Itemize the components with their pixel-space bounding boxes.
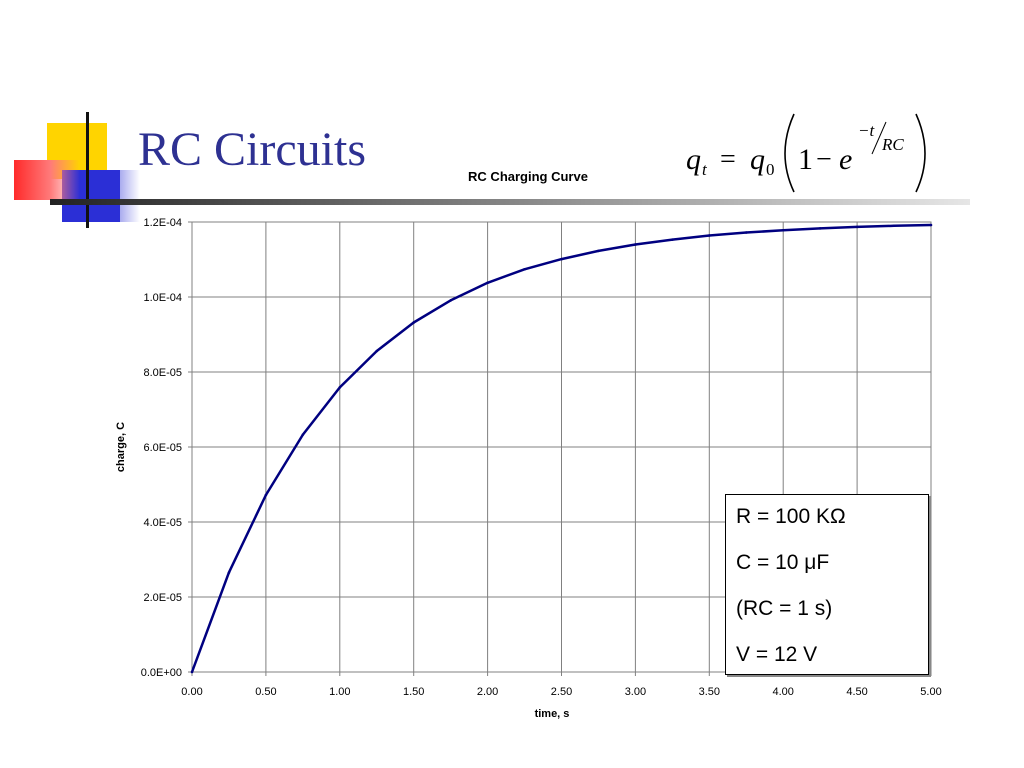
data-point — [338, 386, 342, 389]
y-tick-label: 6.0E-05 — [143, 442, 182, 454]
formula-q-t: q — [686, 143, 701, 176]
formula-exp-denominator: RC — [881, 135, 904, 154]
x-tick-label: 0.00 — [181, 686, 202, 698]
data-point — [412, 321, 416, 324]
data-point — [929, 223, 933, 227]
formula-exp-numerator: −t — [858, 121, 875, 140]
y-tick-label: 2.0E-05 — [143, 592, 182, 604]
formula-subscript-t: t — [702, 160, 708, 179]
data-point — [449, 299, 452, 302]
data-point — [671, 238, 674, 241]
formula-right-paren — [915, 113, 926, 193]
slide-title: RC Circuits — [138, 123, 367, 176]
data-point — [375, 349, 379, 353]
y-tick-label: 1.0E-04 — [143, 292, 182, 304]
parameters-box: R = 100 KΩ C = 10 μF (RC = 1 s) V = 12 V — [725, 494, 929, 675]
axis-ticks: 0.00 0.50 1.00 1.50 2.00 2.50 3.00 3.50 4.00 4.50… — [141, 217, 942, 698]
formula-subscript-0: 0 — [766, 160, 775, 179]
decor-blue-gradient — [95, 170, 140, 222]
data-point — [227, 571, 231, 574]
data-point — [892, 224, 896, 228]
x-tick-label: 4.00 — [772, 686, 793, 698]
param-capacitance: C = 10 μF — [736, 551, 830, 574]
x-tick-label: 0.50 — [255, 686, 276, 698]
param-time-constant: (RC = 1 s) — [736, 597, 833, 620]
param-resistance: R = 100 KΩ — [736, 505, 846, 528]
formula-minus: − — [816, 144, 832, 175]
x-tick-label: 2.50 — [551, 686, 572, 698]
data-point — [744, 231, 748, 234]
formula-left-paren — [784, 113, 795, 193]
x-tick-label: 3.00 — [625, 686, 646, 698]
title-underline — [50, 199, 970, 205]
y-tick-label: 1.2E-04 — [143, 217, 182, 229]
data-point — [560, 257, 563, 261]
data-point — [523, 267, 526, 271]
formula-equals: = — [720, 144, 736, 175]
data-point — [264, 493, 268, 497]
data-point — [855, 225, 859, 229]
data-point — [781, 228, 785, 232]
charging-formula: q t = q 0 1 − e −t RC — [686, 113, 926, 193]
y-tick-label: 4.0E-05 — [143, 517, 182, 529]
y-tick-label: 0.0E+00 — [141, 667, 182, 679]
y-axis-label: charge, C — [115, 422, 127, 472]
x-tick-label: 1.00 — [329, 686, 350, 698]
data-point — [597, 249, 600, 253]
data-point — [190, 670, 194, 674]
x-tick-label: 4.50 — [846, 686, 867, 698]
x-axis-label: time, s — [535, 708, 570, 720]
formula-fraction-slash — [871, 121, 887, 155]
data-point — [634, 243, 637, 246]
formula-one: 1 — [798, 143, 813, 176]
x-tick-label: 3.50 — [699, 686, 720, 698]
chart-title: RC Charging Curve — [468, 169, 588, 184]
decor-vertical-line — [86, 112, 89, 228]
data-point — [301, 433, 305, 436]
y-tick-label: 8.0E-05 — [143, 367, 182, 379]
x-tick-label: 1.50 — [403, 686, 424, 698]
x-tick-label: 5.00 — [920, 686, 941, 698]
data-point — [818, 227, 822, 230]
param-voltage: V = 12 V — [736, 643, 818, 666]
formula-e: e — [839, 143, 852, 176]
formula-q-0: q — [750, 143, 765, 176]
decor-red-gradient — [14, 160, 80, 200]
series-layer — [190, 223, 933, 674]
x-tick-label: 2.00 — [477, 686, 498, 698]
data-point — [486, 281, 489, 285]
data-point — [708, 234, 711, 237]
